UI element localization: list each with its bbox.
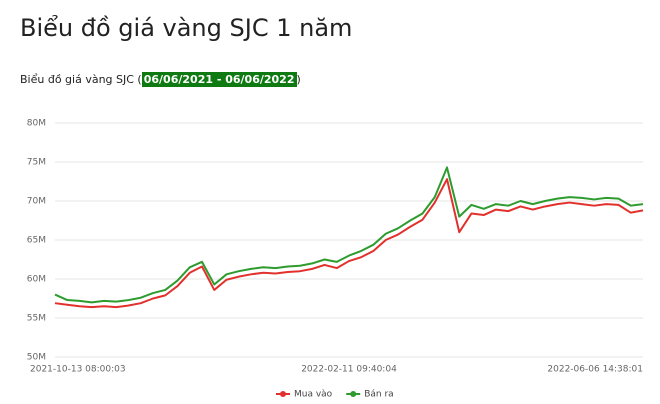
x-tick-label: 2022-06-06 14:38:01	[547, 365, 643, 375]
legend-marker	[350, 391, 357, 397]
y-tick-label: 80M	[27, 119, 46, 129]
y-tick-label: 55M	[27, 314, 46, 324]
series-line	[54, 166, 644, 304]
y-tick-label: 50M	[27, 353, 46, 363]
date-range: 06/06/2021 - 06/06/2022	[141, 72, 297, 87]
legend-marker	[280, 391, 286, 397]
subtitle-text: Biểu đồ giá vàng SJC (	[20, 73, 142, 86]
x-tick-label: 2022-02-11 09:40:04	[301, 365, 397, 375]
y-tick-label: 70M	[27, 197, 46, 207]
y-tick-label: 65M	[27, 236, 46, 246]
x-tick-label: 2021-10-13 08:00:03	[30, 365, 126, 375]
y-tick-label: 75M	[27, 158, 46, 168]
series-line	[54, 178, 644, 309]
y-tick-label: 60M	[27, 275, 46, 285]
legend-label: Bán ra	[364, 390, 393, 400]
subtitle-text: )	[296, 73, 301, 86]
legend-label: Mua vào	[294, 390, 333, 400]
page-title: Biểu đồ giá vàng SJC 1 năm	[20, 14, 353, 42]
subtitle: Biểu đồ giá vàng SJC (06/06/2021 - 06/06…	[20, 72, 301, 87]
